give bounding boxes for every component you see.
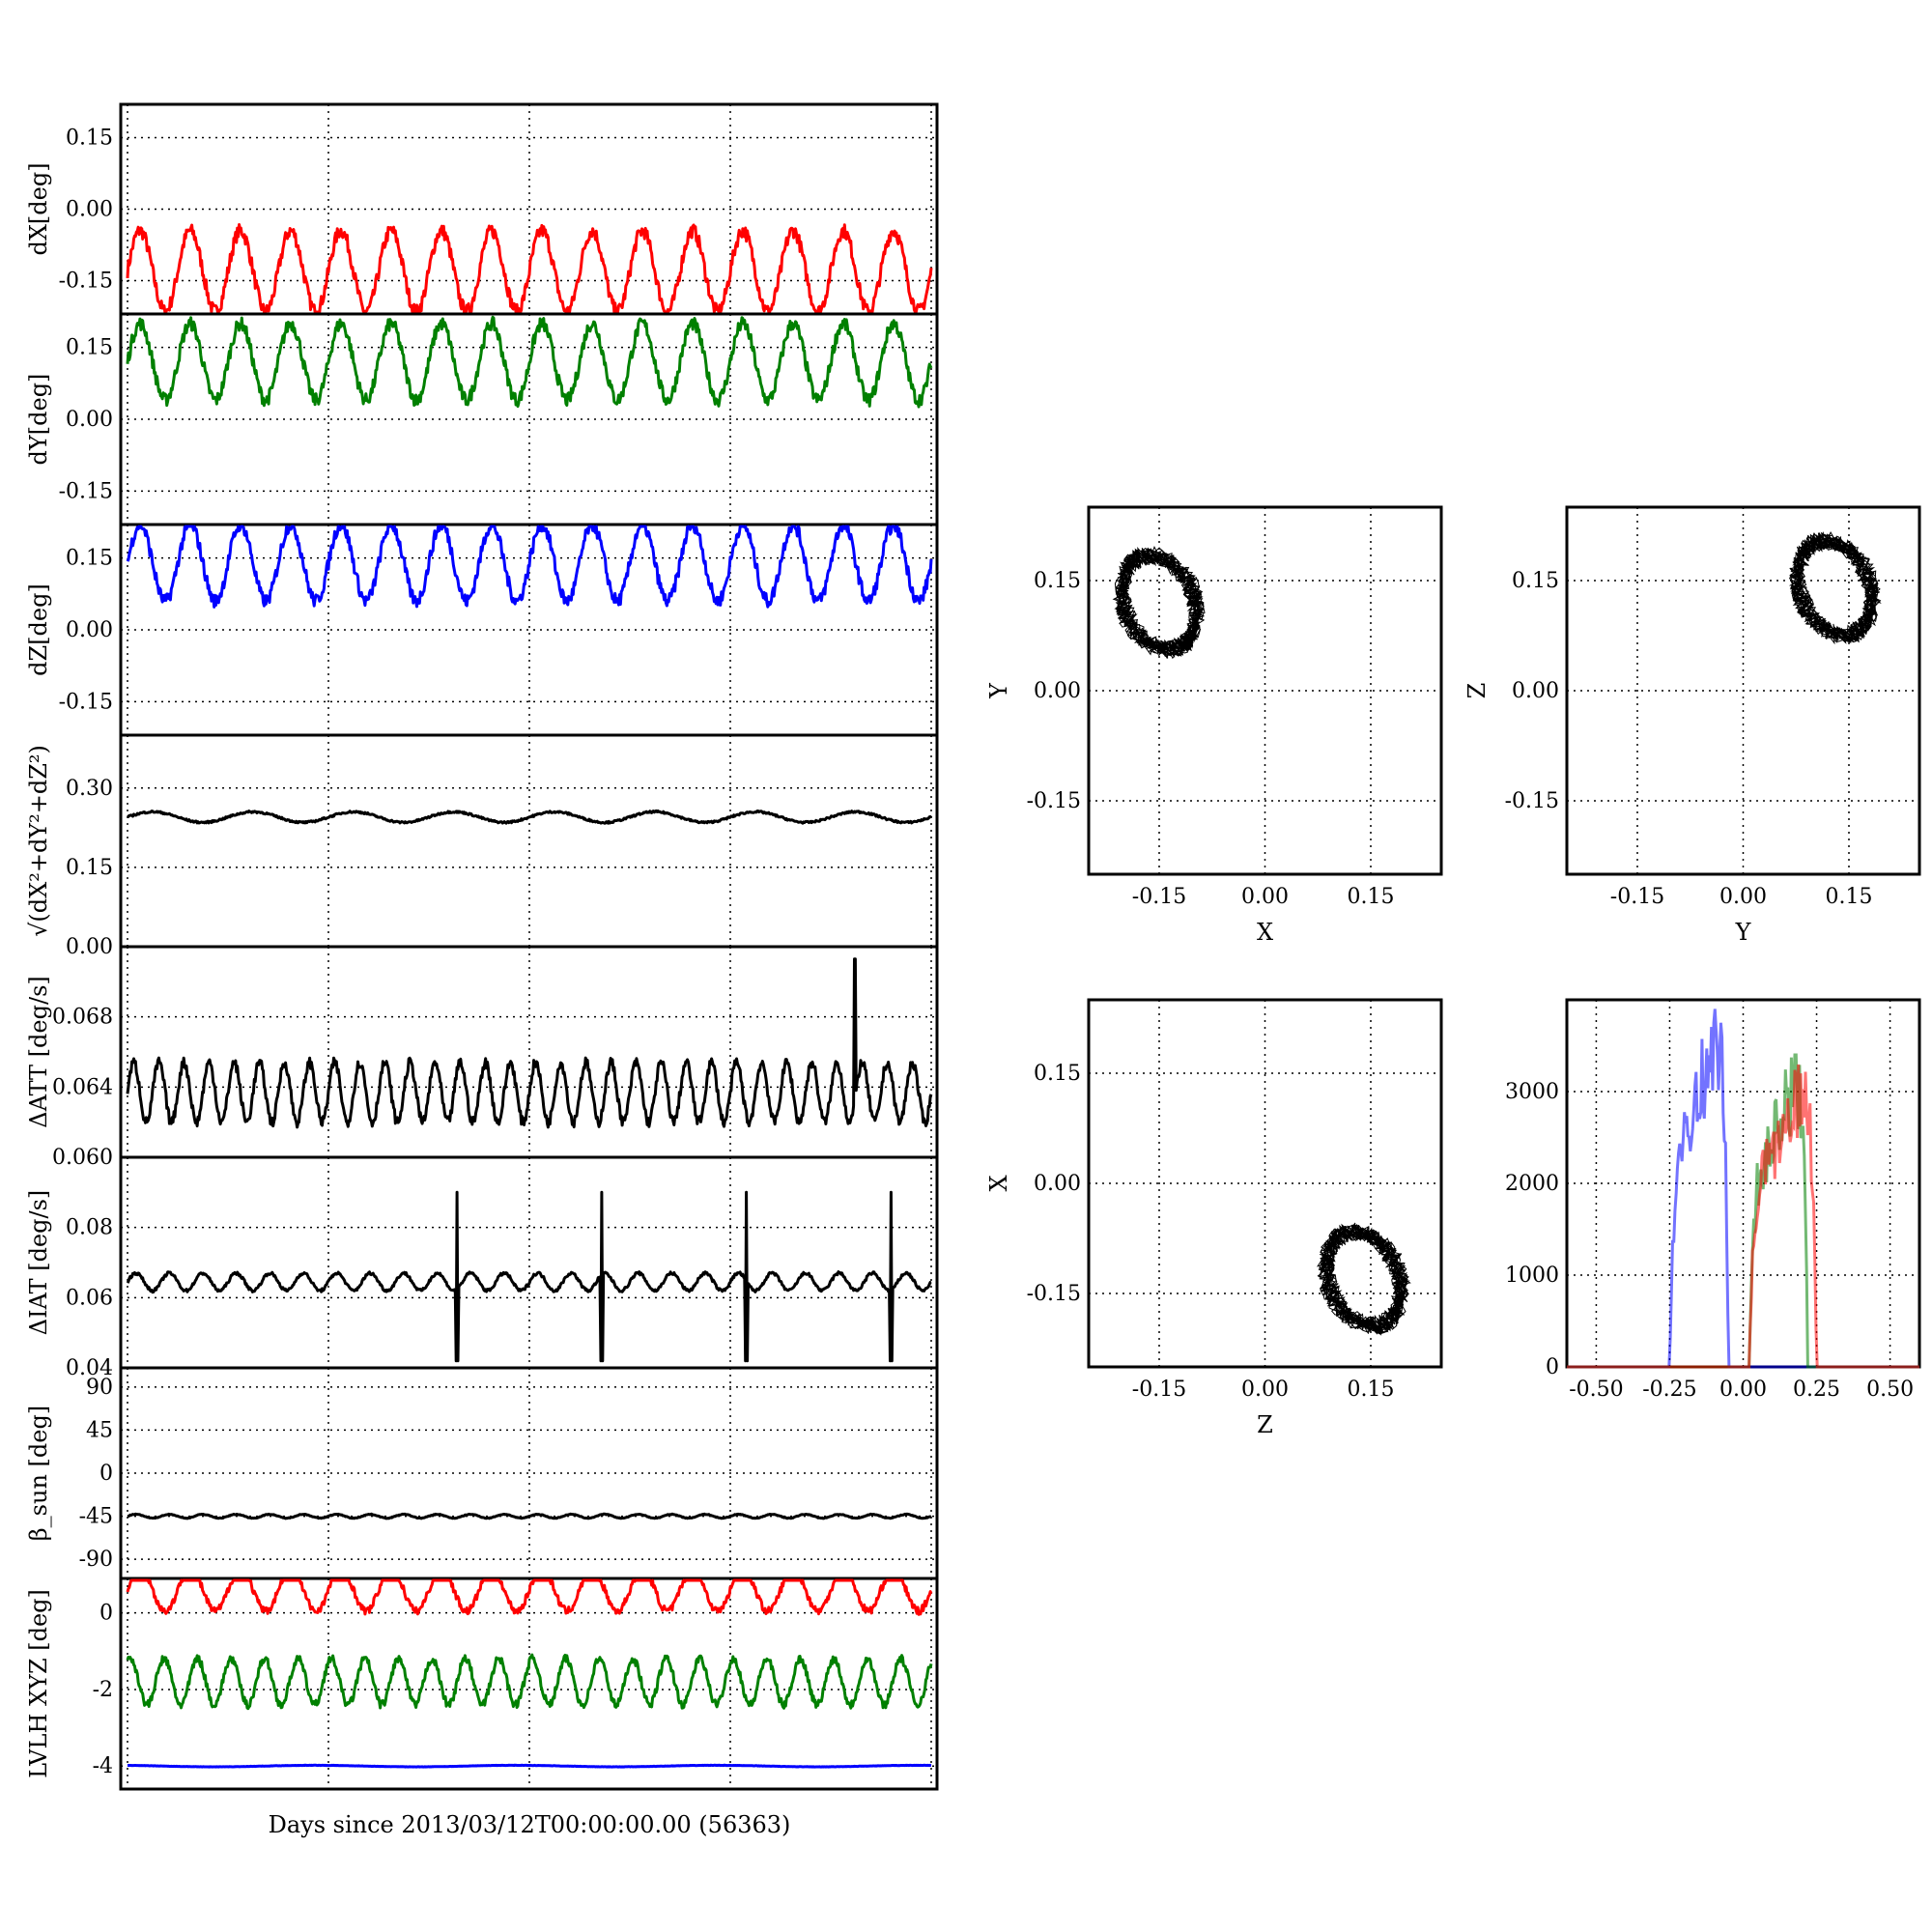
y-tick-label: 0.00	[66, 618, 113, 642]
timeseries-panel-1	[119, 102, 939, 316]
y-axis-label: Y	[985, 682, 1012, 699]
y-tick-label: -45	[79, 1505, 113, 1529]
y-tick-label: 0.06	[66, 1286, 113, 1310]
series-line-1	[127, 809, 933, 825]
y-tick-label: -0.15	[1027, 1282, 1081, 1306]
y-tick-label: 0.068	[52, 1006, 113, 1030]
y-axis-label: ΔIAT [deg/s]	[25, 1190, 52, 1336]
series-line-1	[126, 223, 933, 314]
y-tick-label: -2	[93, 1678, 113, 1702]
y-tick-label: 0.060	[52, 1146, 113, 1170]
y-axis-label: LVLH XYZ [deg]	[25, 1589, 52, 1778]
y-tick-label: 0.08	[66, 1216, 113, 1240]
y-tick-label: 0	[1546, 1355, 1559, 1379]
x-tick-label: 0.15	[1826, 885, 1873, 909]
series-line-2	[126, 1653, 933, 1711]
x-axis-label: Z	[1257, 1411, 1273, 1438]
y-tick-label: 0.00	[66, 408, 113, 432]
y-tick-label: 0.15	[1034, 1062, 1081, 1086]
y-axis-label: dX[deg]	[25, 162, 52, 255]
y-tick-label: 0.15	[66, 127, 113, 151]
y-tick-label: 90	[86, 1376, 113, 1400]
series-line-1	[126, 525, 933, 609]
timeseries-panel-7	[119, 1366, 939, 1580]
timeseries-panel-8	[119, 1577, 939, 1791]
x-tick-label: -0.25	[1642, 1378, 1696, 1402]
trajectory-line	[1112, 546, 1206, 660]
histogram-panel	[1565, 998, 1921, 1369]
y-tick-label: 3000	[1505, 1080, 1559, 1104]
x-tick-label: -0.15	[1610, 885, 1664, 909]
x-tick-label: 0.00	[1241, 1378, 1289, 1402]
y-tick-label: -0.15	[59, 479, 113, 503]
y-tick-label: 2000	[1505, 1172, 1559, 1196]
y-tick-label: -90	[79, 1548, 113, 1572]
y-axis-label: dZ[deg]	[25, 583, 52, 676]
x-axis-label: X	[1257, 919, 1273, 946]
y-tick-label: -4	[93, 1754, 113, 1778]
x-axis-label: Days since 2013/03/12T00:00:00.00 (56363…	[269, 1811, 791, 1838]
x-tick-label: 0.15	[1348, 885, 1395, 909]
y-axis-label: X	[985, 1175, 1012, 1191]
timeseries-panel-4	[119, 733, 939, 949]
y-tick-label: 0.00	[1512, 679, 1559, 703]
y-tick-label: 0.00	[1034, 1172, 1081, 1196]
y-tick-label: 0.04	[66, 1356, 113, 1380]
y-tick-label: 0.00	[66, 935, 113, 959]
series-line-1	[126, 1190, 932, 1363]
y-tick-label: -0.15	[1505, 789, 1559, 813]
x-tick-label: 0.00	[1719, 885, 1767, 909]
y-tick-label: 45	[86, 1418, 113, 1442]
scatter-panel-ZX	[1087, 998, 1443, 1369]
series-line-1	[126, 957, 933, 1129]
x-tick-label: -0.50	[1569, 1378, 1623, 1402]
x-tick-label: 0.15	[1348, 1378, 1395, 1402]
scatter-panel-XY	[1087, 505, 1443, 876]
scatter-panel-YZ	[1565, 505, 1921, 876]
y-tick-label: 0.15	[1512, 569, 1559, 593]
y-tick-label: -0.15	[1027, 789, 1081, 813]
trajectory-line	[1788, 530, 1882, 645]
y-axis-label: β_sun [deg]	[25, 1406, 52, 1541]
trajectory-line	[1317, 1222, 1411, 1336]
histogram-line-dZ	[1567, 1064, 1919, 1369]
series-line-1	[126, 315, 933, 409]
y-tick-label: 0.064	[52, 1075, 113, 1099]
y-axis-label: dY[deg]	[25, 374, 52, 466]
y-tick-label: 0.15	[66, 856, 113, 880]
x-tick-label: -0.15	[1132, 885, 1186, 909]
timeseries-panel-2	[119, 312, 939, 526]
y-tick-label: -0.15	[59, 269, 113, 293]
y-tick-label: 0.15	[66, 547, 113, 571]
y-tick-label: 0	[99, 1602, 113, 1626]
y-tick-label: 0	[99, 1462, 113, 1486]
x-tick-label: 0.00	[1241, 885, 1289, 909]
series-line-1	[127, 1512, 932, 1520]
y-tick-label: -0.15	[59, 690, 113, 714]
series-line-3	[127, 1763, 932, 1769]
x-tick-label: -0.15	[1132, 1378, 1186, 1402]
timeseries-panel-5	[119, 945, 939, 1159]
timeseries-panel-6	[119, 1155, 939, 1370]
y-tick-label: 0.00	[66, 198, 113, 222]
timeseries-panel-3	[119, 523, 939, 737]
y-tick-label: 0.15	[66, 336, 113, 360]
x-axis-label: Y	[1735, 919, 1752, 946]
x-tick-label: 0.50	[1866, 1378, 1914, 1402]
y-axis-label: Z	[1463, 683, 1491, 699]
series-line-1	[126, 1578, 933, 1616]
y-tick-label: 1000	[1505, 1264, 1559, 1288]
y-axis-label: ΔATT [deg/s]	[25, 976, 52, 1128]
x-tick-label: 0.00	[1719, 1378, 1767, 1402]
y-tick-label: 0.00	[1034, 679, 1081, 703]
y-tick-label: 0.30	[66, 777, 113, 801]
y-tick-label: 0.15	[1034, 569, 1081, 593]
y-axis-label: √(dX²+dY²+dZ²)	[25, 745, 52, 937]
x-tick-label: 0.25	[1793, 1378, 1840, 1402]
